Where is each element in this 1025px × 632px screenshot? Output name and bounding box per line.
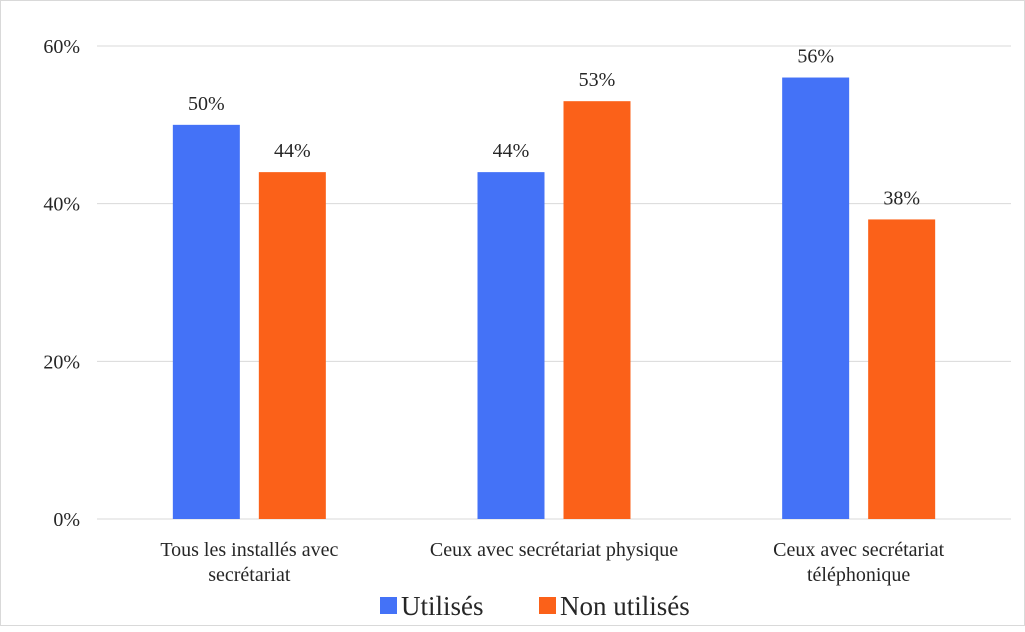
data-label: 44%: [493, 140, 530, 162]
bar-utilises-1: [477, 172, 545, 519]
bar-utilises-2: [782, 77, 850, 520]
bar-utilises-0: [172, 124, 240, 519]
legend-label-utilises: Utilisés: [401, 591, 484, 621]
data-labels: 50% 44% 44% 53% 56% 38%: [188, 46, 920, 210]
data-label: 56%: [797, 46, 834, 68]
category-label-2: Ceux avec secrétariat téléphonique: [773, 539, 944, 586]
category-label-0: Tous les installés avec secrétariat: [160, 539, 338, 586]
bar-non-utilises-1: [563, 101, 631, 519]
category-label-1: Ceux avec secrétariat physique: [430, 539, 678, 561]
y-tick-label: 20%: [43, 351, 80, 373]
bar-non-utilises-0: [258, 172, 326, 519]
y-tick-label: 60%: [43, 36, 80, 58]
y-tick-label: 0%: [53, 509, 80, 531]
legend-swatch-utilises: [380, 597, 397, 614]
data-label: 53%: [579, 69, 616, 91]
bars: [172, 77, 936, 520]
data-label: 44%: [274, 140, 311, 162]
data-label: 38%: [883, 187, 920, 209]
legend-label-non-utilises: Non utilisés: [560, 591, 690, 621]
legend: Utilisés Non utilisés: [380, 591, 690, 621]
gridlines: [97, 45, 1011, 520]
y-axis-ticks: 0% 20% 40% 60%: [43, 36, 80, 531]
x-axis-categories: Tous les installés avec secrétariat Ceux a…: [160, 539, 944, 586]
legend-swatch-non-utilises: [539, 597, 556, 614]
data-label: 50%: [188, 93, 225, 115]
bar-non-utilises-2: [868, 219, 936, 519]
y-tick-label: 40%: [43, 194, 80, 216]
